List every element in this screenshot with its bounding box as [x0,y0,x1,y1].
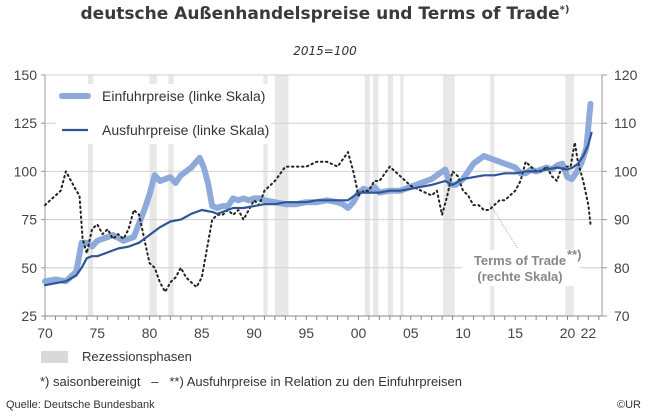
y-right-tick-label: 100 [614,163,638,179]
y-right-tick-label: 110 [614,115,637,131]
recession-band [490,75,495,316]
y-left-tick-label: 25 [21,308,37,324]
recession-band [373,75,379,316]
legend-label-einfuhrpreise: Einfuhrpreise (linke Skala) [102,88,265,104]
axes: 25 50 75 100 125 150 70 80 90 100 110 120 70 75 80 85 90… [14,67,638,341]
series-line-ausfuhrpreise [43,131,593,287]
annotation-label-line1: Terms of Trade [474,253,566,268]
x-tick-label: 05 [403,325,419,341]
series-line-terms-of-trade [44,141,592,293]
recession-legend-swatch [41,351,68,363]
x-tick-label: 10 [455,325,471,341]
y-left-tick-label: 100 [14,163,38,179]
x-tick-label: 00 [351,325,367,341]
recession-band [565,75,574,316]
annotation-label-line2: (rechte Skala) [477,269,562,284]
source-note: Quelle: Deutsche Bundesbank [6,399,155,411]
recession-band [87,75,94,316]
y-right-tick-label: 80 [614,260,630,276]
x-tick-label: 22 [581,325,597,341]
x-tick-label: 70 [37,325,53,341]
x-tick-label: 95 [298,325,314,341]
recession-band [387,75,393,316]
x-tick-label: 20 [560,325,576,341]
x-tick-label: 90 [246,325,262,341]
y-right-tick-label: 70 [614,308,630,324]
x-tick-label: 75 [89,325,105,341]
recession-band [364,75,370,316]
recession-legend-label: Rezessionsphasen [82,349,192,364]
recession-band [400,75,404,316]
chart-title-text: deutsche Außenhandelspreise und Terms of… [80,4,560,24]
y-right-tick-label: 90 [614,212,630,228]
y-left-tick-label: 75 [21,212,37,228]
x-tick-label: 15 [507,325,523,341]
title-footnote-marker: *) [559,4,570,16]
y-left-tick-label: 150 [14,67,38,83]
recession-band [263,75,268,316]
recession-band [168,75,174,316]
x-tick-label: 80 [142,325,158,341]
series-lines [42,100,594,293]
annotation-group: Terms of Trade **) (rechte Skala) [462,202,581,286]
annotation-background [462,250,580,286]
chart-title: deutsche Außenhandelspreise und Terms of… [0,4,650,24]
chart-subtitle: 2015=100 [293,44,357,58]
legend: Einfuhrpreise (linke Skala) Ausfuhrpreis… [56,84,271,144]
footnote: *) saisonbereinigt – **) Ausfuhrpreise i… [40,374,463,389]
legend-label-ausfuhrpreise: Ausfuhrpreise (linke Skala) [102,122,269,138]
copyright: ©UR [617,399,641,411]
recession-bands [87,75,574,316]
annotation-leader-line [488,202,519,250]
annotation-superscript: **) [567,247,581,262]
recession-band [149,75,157,316]
recession-band [443,75,455,316]
legend-background [56,84,271,144]
y-right-tick-label: 120 [614,67,638,83]
y-left-tick-label: 50 [21,260,37,276]
y-left-tick-label: 125 [14,115,38,131]
x-tick-label: 85 [194,325,210,341]
recession-band [274,75,289,316]
